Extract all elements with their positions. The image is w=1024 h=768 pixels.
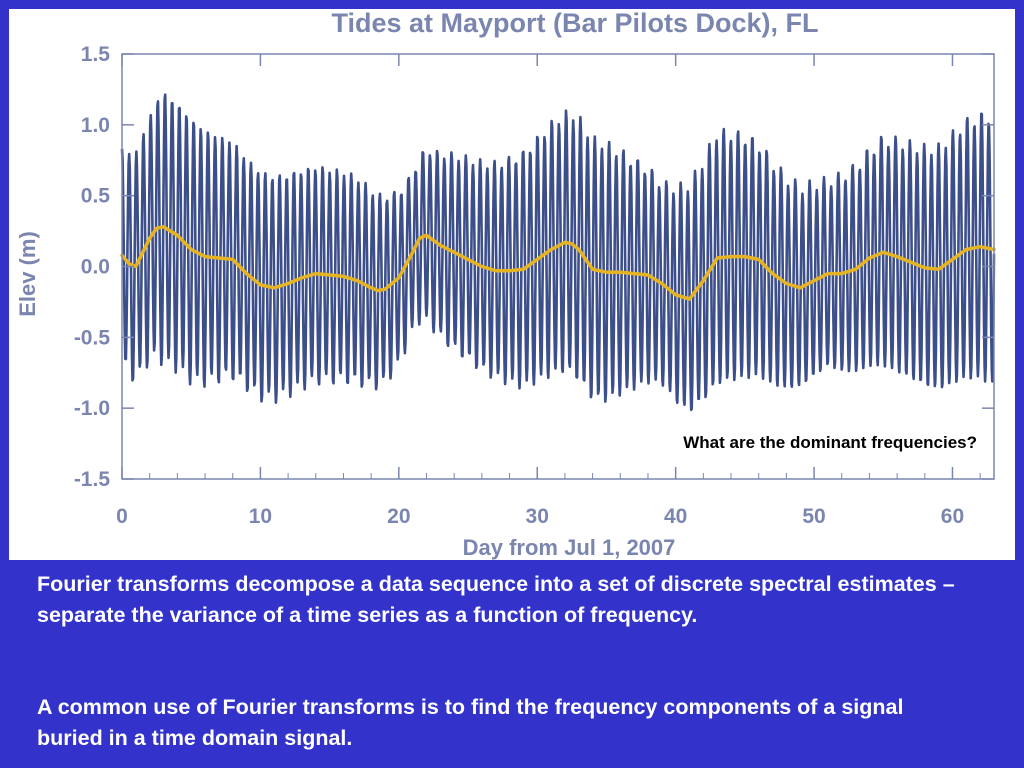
- raw-tide-layer: [120, 93, 996, 412]
- description-paragraph-1: Fourier transforms decompose a data sequ…: [37, 572, 955, 627]
- description-paragraph-2: A common use of Fourier transforms is to…: [37, 695, 904, 750]
- y-tick-label: -1.5: [74, 468, 111, 491]
- x-tick-labels: 0 10 20 30 40 50 60: [116, 505, 964, 528]
- chart-annotation: What are the dominant frequencies?: [683, 433, 977, 452]
- y-tick-label: -1.0: [74, 397, 110, 420]
- x-tick-label: 20: [387, 505, 410, 528]
- y-tick-labels: 1.5 1.0 0.5 0.0 -0.5 -1.0 -1.5: [74, 43, 111, 491]
- x-axis-label: Day from Jul 1, 2007: [463, 535, 676, 560]
- chart-panel: Tides at Mayport (Bar Pilots Dock), FL 1…: [9, 9, 1015, 560]
- x-tick-label: 0: [116, 505, 128, 528]
- y-tick-label: 1.0: [81, 114, 110, 137]
- filtered-tide-line: [120, 225, 996, 301]
- chart-title: Tides at Mayport (Bar Pilots Dock), FL: [331, 9, 818, 38]
- x-tick-label: 30: [526, 505, 549, 528]
- x-tick-label: 50: [802, 505, 825, 528]
- raw-tide-line: [120, 93, 996, 412]
- y-axis-label: Elev (m): [15, 231, 40, 317]
- tide-chart: Tides at Mayport (Bar Pilots Dock), FL 1…: [15, 9, 996, 560]
- y-tick-label: -0.5: [74, 326, 111, 349]
- filtered-tide-layer: [120, 225, 996, 301]
- x-tick-label: 10: [249, 505, 272, 528]
- x-tick-label: 60: [941, 505, 964, 528]
- axis-ticks: [121, 53, 994, 480]
- y-tick-label: 1.5: [81, 43, 111, 66]
- y-tick-label: 0.0: [81, 256, 110, 279]
- x-tick-label: 40: [664, 505, 687, 528]
- y-tick-label: 0.5: [81, 185, 111, 208]
